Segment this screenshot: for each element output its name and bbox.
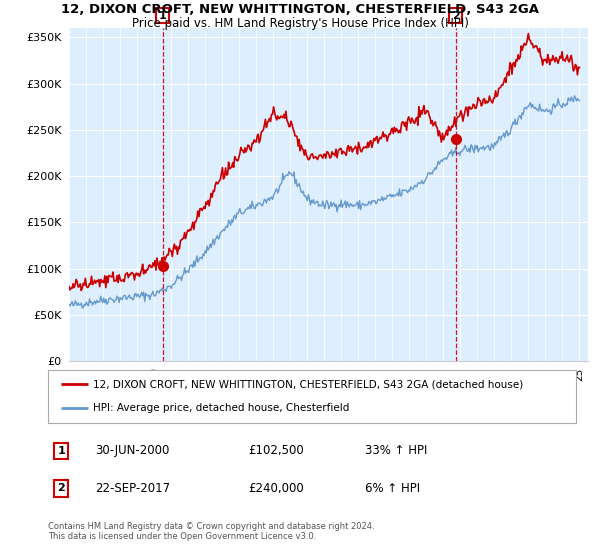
Text: Price paid vs. HM Land Registry's House Price Index (HPI): Price paid vs. HM Land Registry's House … bbox=[131, 17, 469, 30]
Text: 30-JUN-2000: 30-JUN-2000 bbox=[95, 444, 170, 457]
Text: 6% ↑ HPI: 6% ↑ HPI bbox=[365, 482, 420, 495]
Text: 33% ↑ HPI: 33% ↑ HPI bbox=[365, 444, 427, 457]
Text: £102,500: £102,500 bbox=[248, 444, 304, 457]
Text: 12, DIXON CROFT, NEW WHITTINGTON, CHESTERFIELD, S43 2GA: 12, DIXON CROFT, NEW WHITTINGTON, CHESTE… bbox=[61, 3, 539, 16]
Text: 2: 2 bbox=[452, 11, 460, 21]
Text: 1: 1 bbox=[159, 11, 166, 21]
Text: Contains HM Land Registry data © Crown copyright and database right 2024.
This d: Contains HM Land Registry data © Crown c… bbox=[48, 522, 374, 542]
Text: 1: 1 bbox=[58, 446, 65, 456]
Text: HPI: Average price, detached house, Chesterfield: HPI: Average price, detached house, Ches… bbox=[93, 403, 349, 413]
Text: 2: 2 bbox=[58, 483, 65, 493]
Text: 12, DIXON CROFT, NEW WHITTINGTON, CHESTERFIELD, S43 2GA (detached house): 12, DIXON CROFT, NEW WHITTINGTON, CHESTE… bbox=[93, 380, 523, 390]
Text: £240,000: £240,000 bbox=[248, 482, 304, 495]
Text: 22-SEP-2017: 22-SEP-2017 bbox=[95, 482, 170, 495]
